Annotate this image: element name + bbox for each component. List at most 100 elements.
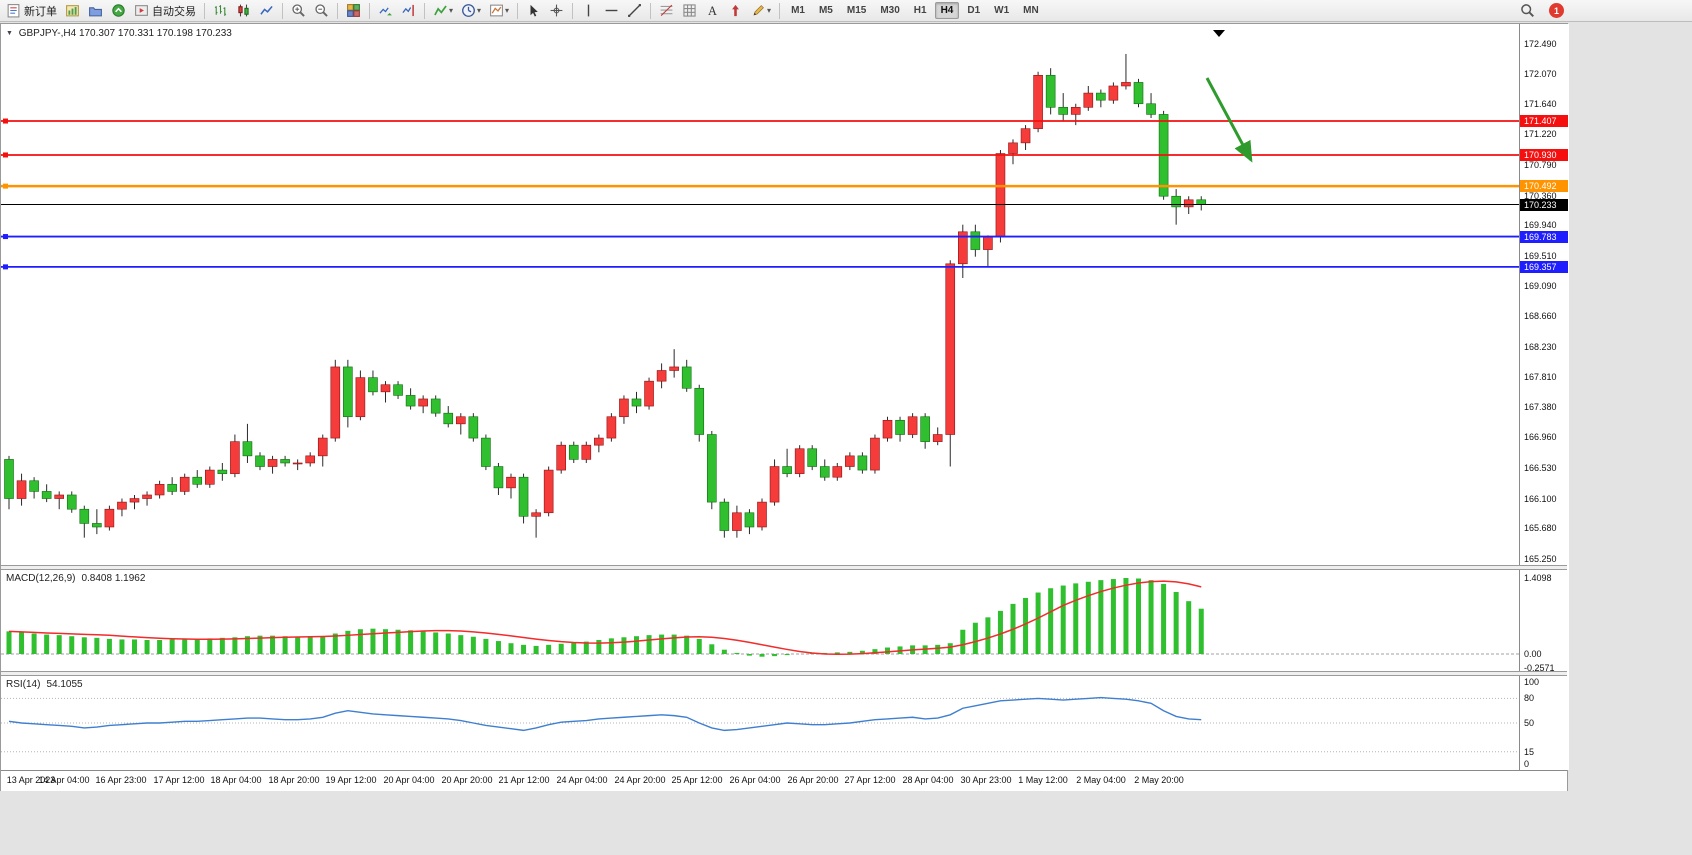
rsi-pane[interactable]: RSI(14) 54.1055 [1, 676, 1519, 770]
fibonacci-button[interactable] [656, 0, 677, 22]
macd-bar [546, 644, 552, 654]
timeframe-h1-button[interactable]: H1 [913, 5, 927, 16]
timeframe-m15-button[interactable]: M15 [846, 5, 867, 16]
periods-button[interactable]: ▾ [458, 0, 484, 22]
time-axis-label: 20 Apr 20:00 [441, 775, 493, 785]
templates-button[interactable]: ▾ [486, 0, 512, 22]
zoom-out-button[interactable] [311, 0, 332, 22]
market-watch-button[interactable] [108, 0, 129, 22]
timeframe-w1-button[interactable]: W1 [994, 5, 1010, 16]
chart-shift-button[interactable] [398, 0, 419, 22]
shift-marker-icon[interactable] [1213, 30, 1225, 37]
line-handle[interactable] [3, 118, 8, 124]
axis-label: 166.530 [1524, 462, 1557, 473]
timeframe-m5-button[interactable]: M5 [818, 5, 833, 16]
macd-svg[interactable] [1, 570, 1519, 671]
macd-bar [684, 635, 690, 654]
candle [744, 509, 755, 535]
indicators-icon [433, 3, 448, 18]
line-handle[interactable] [3, 264, 8, 270]
macd-bar [772, 654, 778, 657]
new-order-button[interactable]: 新订单 [3, 0, 60, 22]
candle [66, 491, 77, 513]
candle [920, 413, 930, 449]
macd-bar [1173, 592, 1179, 654]
candle [4, 455, 14, 510]
macd-bar [985, 617, 991, 654]
candle [518, 473, 529, 524]
auto-scroll-button[interactable] [375, 0, 396, 22]
axis-label: 165.680 [1524, 523, 1557, 534]
macd-bar [1060, 585, 1066, 654]
periods-icon [461, 3, 476, 18]
candle [468, 413, 479, 442]
main-chart-pane[interactable]: ▼ GBPJPY-,H4 170.307 170.331 170.198 170… [1, 24, 1519, 565]
arrows-icon [728, 3, 743, 18]
line-handle[interactable] [3, 183, 8, 189]
zoom-in-button[interactable] [288, 0, 309, 22]
text-button[interactable]: A [702, 0, 723, 22]
candle [556, 441, 567, 474]
grid-button[interactable] [679, 0, 700, 22]
chevron-down-icon: ▾ [505, 6, 510, 15]
macd-bar [571, 642, 577, 654]
candle [179, 473, 190, 495]
toolbar-separator [204, 2, 205, 19]
price-tag: 170.930 [1520, 148, 1568, 161]
vertical-line-button[interactable] [578, 0, 599, 22]
axis-label: 168.230 [1524, 342, 1557, 353]
timeframe-mn-button[interactable]: MN [1023, 5, 1039, 16]
macd-bar [558, 643, 564, 654]
candlestick-chart-button[interactable] [233, 0, 254, 22]
auto-trading-button[interactable]: 自动交易 [131, 0, 199, 22]
arrow-annotation[interactable] [1205, 77, 1253, 163]
pane-splitter-macd[interactable] [1, 565, 1567, 570]
notification-badge[interactable]: 1 [1549, 3, 1564, 18]
line-handle[interactable] [3, 152, 8, 158]
macd-bar [169, 639, 175, 654]
indicators-button[interactable]: ▾ [430, 0, 456, 22]
macd-bar [132, 639, 137, 654]
macd-bar [872, 649, 878, 654]
collapse-triangle-icon[interactable]: ▼ [6, 30, 13, 37]
macd-bar [1035, 592, 1041, 654]
arrows-button[interactable] [725, 0, 746, 22]
cursor-icon [526, 3, 541, 18]
profiles-button[interactable] [85, 0, 106, 22]
toolbar-separator [572, 2, 574, 19]
macd-bar [721, 649, 727, 654]
timeframe-h4-button[interactable]: H4 [934, 2, 960, 19]
timeframe-m1-button[interactable]: M1 [791, 5, 805, 16]
trendline-button[interactable] [624, 0, 645, 22]
line-chart-button[interactable] [256, 0, 277, 22]
horizontal-line-button[interactable] [601, 0, 622, 22]
candle [1133, 78, 1144, 108]
pencil-button[interactable]: ▾ [748, 0, 774, 22]
price-axis[interactable]: 172.490 172.070 171.640 171.220 170.790 170.3… [1519, 24, 1569, 770]
timeframe-d1-button[interactable]: D1 [967, 5, 981, 16]
bar-chart-button[interactable] [210, 0, 231, 22]
macd-bar [282, 636, 288, 654]
tile-windows-button[interactable] [343, 0, 364, 22]
cursor-button[interactable] [523, 0, 544, 22]
time-axis-label: 27 Apr 12:00 [844, 775, 896, 785]
new-chart-button[interactable] [62, 0, 83, 22]
timeframe-m30-button[interactable]: M30 [880, 5, 900, 16]
macd-pane[interactable]: MACD(12,26,9) 0.8408 1.1962 [1, 570, 1519, 671]
candle [1171, 189, 1181, 225]
crosshair-icon [549, 3, 564, 18]
pane-splitter-rsi[interactable] [1, 671, 1567, 676]
text-icon: A [705, 3, 720, 18]
candle [117, 498, 127, 517]
line-handle[interactable] [3, 234, 8, 240]
time-axis[interactable]: 13 Apr 2023 14 Apr 04:00 16 Apr 23:00 17 Ap… [1, 770, 1567, 791]
auto-trading-icon [134, 3, 149, 18]
chevron-down-icon: ▾ [449, 6, 454, 15]
candle [631, 391, 642, 414]
axis-label: 169.940 [1524, 220, 1557, 231]
price-chart-svg[interactable] [1, 24, 1519, 565]
rsi-svg[interactable] [1, 676, 1519, 770]
crosshair-button[interactable] [546, 0, 567, 22]
macd-bar [257, 635, 263, 654]
search-button[interactable] [1517, 0, 1538, 22]
